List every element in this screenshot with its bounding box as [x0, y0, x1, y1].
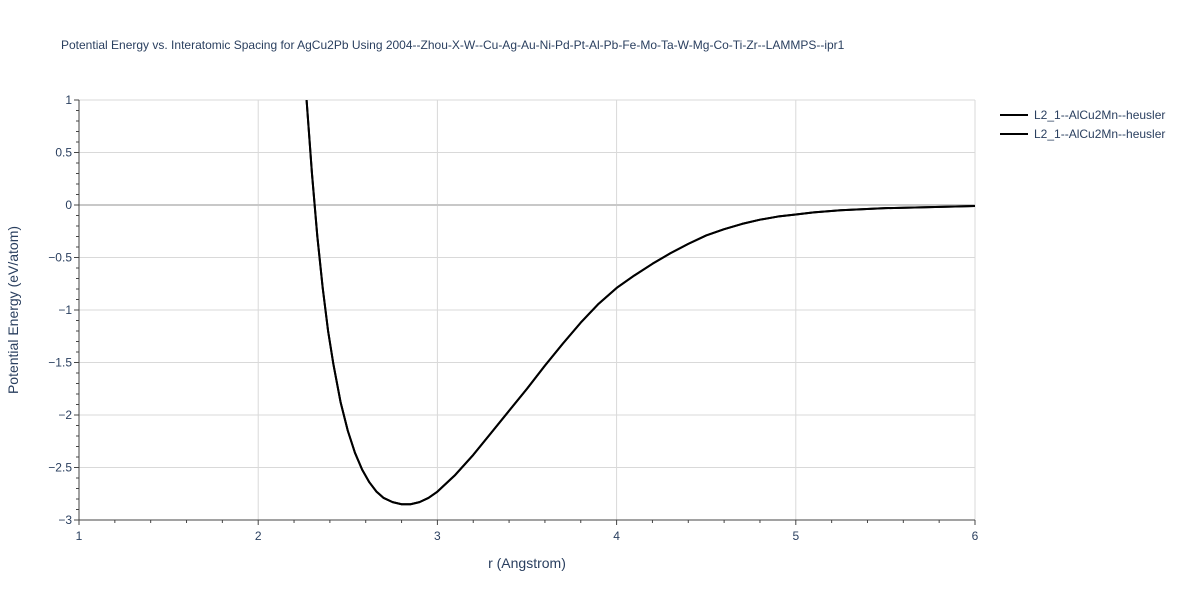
axis-layer: 1 2 3 4 5 6 1 0.5 0 −0.5 −1 −1.5 −2 −2.5 −3 [48, 93, 978, 543]
y-tick-label: −3 [58, 513, 72, 527]
series-line-2 [305, 100, 975, 506]
x-tick-label: 1 [76, 529, 83, 543]
y-axis-title: Potential Energy (eV/atom) [5, 226, 21, 394]
legend-item[interactable]: L2_1--AlCu2Mn--heusler [1000, 127, 1165, 141]
chart-title: Potential Energy vs. Interatomic Spacing… [61, 38, 845, 52]
y-tick-label: −0.5 [48, 251, 72, 265]
y-tick-label: −1.5 [48, 356, 72, 370]
y-tick-label: −1 [58, 303, 72, 317]
y-tick-label: −2 [58, 408, 72, 422]
y-tick-label: 0 [65, 198, 72, 212]
legend[interactable]: L2_1--AlCu2Mn--heusler L2_1--AlCu2Mn--heu… [1000, 108, 1165, 141]
x-tick-label: 6 [972, 529, 979, 543]
x-tick-label: 2 [255, 529, 262, 543]
x-tick-label: 3 [434, 529, 441, 543]
y-tick-label: 0.5 [55, 146, 72, 160]
x-axis-title: r (Angstrom) [488, 555, 566, 571]
legend-label: L2_1--AlCu2Mn--heusler [1034, 108, 1165, 122]
y-tick-label: −2.5 [48, 461, 72, 475]
x-tick-label: 5 [792, 529, 799, 543]
data-layer [305, 100, 975, 506]
series-line-1 [305, 100, 975, 506]
x-tick-label: 4 [613, 529, 620, 543]
y-tick-label: 1 [65, 93, 72, 107]
grid-layer [79, 99, 976, 520]
legend-label: L2_1--AlCu2Mn--heusler [1034, 127, 1165, 141]
legend-item[interactable]: L2_1--AlCu2Mn--heusler [1000, 108, 1165, 122]
